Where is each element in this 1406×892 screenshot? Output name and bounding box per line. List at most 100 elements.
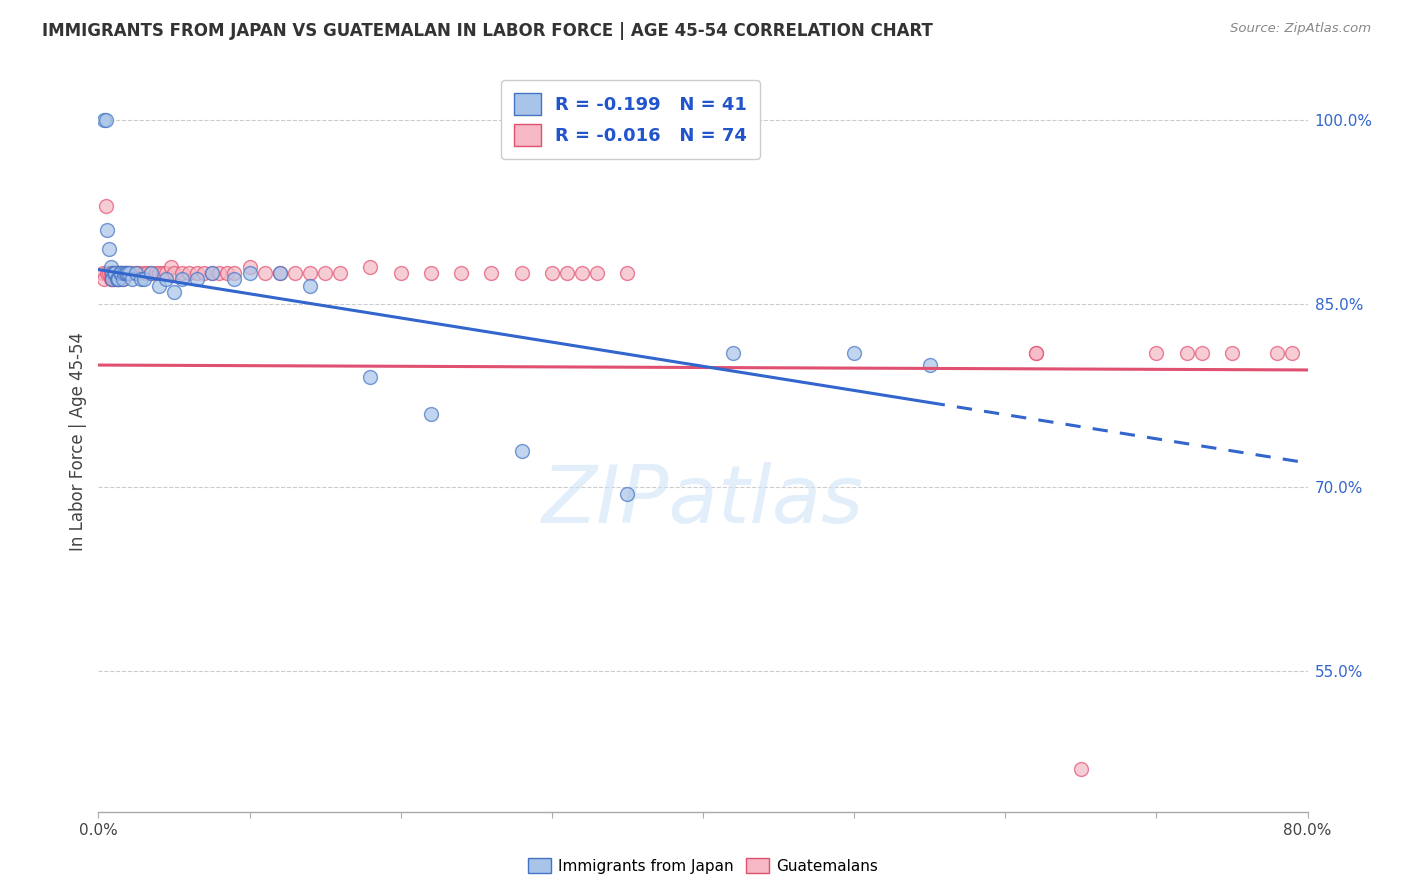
Point xyxy=(481,266,503,280)
Point xyxy=(98,242,121,256)
Point xyxy=(121,272,143,286)
Point xyxy=(103,266,125,280)
Point xyxy=(112,266,135,280)
Point xyxy=(100,260,122,275)
Point xyxy=(132,272,155,286)
Y-axis label: In Labor Force | Age 45-54: In Labor Force | Age 45-54 xyxy=(69,332,87,551)
Point xyxy=(239,266,262,280)
Point xyxy=(360,370,382,384)
Point xyxy=(112,266,135,280)
Point xyxy=(93,113,115,128)
Point xyxy=(329,266,352,280)
Point xyxy=(94,113,117,128)
Point xyxy=(155,266,177,280)
Point xyxy=(132,266,155,280)
Point xyxy=(110,266,132,280)
Point xyxy=(284,266,307,280)
Point xyxy=(107,272,129,286)
Point xyxy=(586,266,609,280)
Point xyxy=(125,266,148,280)
Point xyxy=(121,266,143,280)
Point xyxy=(299,266,322,280)
Point xyxy=(420,407,443,421)
Point xyxy=(101,266,124,280)
Point xyxy=(91,266,114,280)
Point xyxy=(98,266,121,280)
Point xyxy=(118,266,141,280)
Point xyxy=(314,266,336,280)
Point xyxy=(104,266,127,280)
Point xyxy=(148,278,170,293)
Point xyxy=(170,266,193,280)
Point xyxy=(96,266,118,280)
Point xyxy=(155,272,177,286)
Point xyxy=(193,266,215,280)
Point xyxy=(1281,346,1303,360)
Point xyxy=(111,272,134,286)
Point xyxy=(170,272,193,286)
Point xyxy=(201,266,224,280)
Point xyxy=(224,266,246,280)
Point xyxy=(215,266,238,280)
Point xyxy=(118,266,141,280)
Point xyxy=(163,285,186,299)
Point xyxy=(208,266,231,280)
Point xyxy=(510,266,533,280)
Point xyxy=(100,266,122,280)
Point xyxy=(135,266,157,280)
Point xyxy=(101,272,124,286)
Point xyxy=(571,266,593,280)
Point xyxy=(145,266,167,280)
Point xyxy=(129,272,152,286)
Point xyxy=(1024,346,1046,360)
Point xyxy=(103,266,125,280)
Point xyxy=(108,272,131,286)
Point xyxy=(723,346,745,360)
Point xyxy=(110,266,132,280)
Point xyxy=(104,266,127,280)
Point xyxy=(389,266,412,280)
Point xyxy=(101,266,124,280)
Point xyxy=(1191,346,1213,360)
Point xyxy=(420,266,443,280)
Point xyxy=(186,266,208,280)
Point xyxy=(1144,346,1167,360)
Point xyxy=(100,272,122,286)
Text: IMMIGRANTS FROM JAPAN VS GUATEMALAN IN LABOR FORCE | AGE 45-54 CORRELATION CHART: IMMIGRANTS FROM JAPAN VS GUATEMALAN IN L… xyxy=(42,22,934,40)
Point xyxy=(1220,346,1243,360)
Point xyxy=(160,260,183,275)
Point xyxy=(108,266,131,280)
Point xyxy=(360,260,382,275)
Point xyxy=(105,266,128,280)
Point xyxy=(1267,346,1289,360)
Point xyxy=(107,272,129,286)
Point xyxy=(179,266,201,280)
Point xyxy=(105,272,128,286)
Point xyxy=(844,346,866,360)
Point xyxy=(163,266,186,280)
Point xyxy=(224,272,246,286)
Point xyxy=(141,266,163,280)
Point xyxy=(111,266,134,280)
Point xyxy=(152,266,174,280)
Point xyxy=(616,486,638,500)
Point xyxy=(201,266,224,280)
Point xyxy=(107,266,129,280)
Point xyxy=(269,266,291,280)
Point xyxy=(253,266,276,280)
Point xyxy=(107,272,129,286)
Point xyxy=(115,266,138,280)
Point xyxy=(918,358,941,372)
Point xyxy=(128,266,150,280)
Point xyxy=(105,266,128,280)
Point xyxy=(111,272,134,286)
Point xyxy=(101,272,124,286)
Point xyxy=(1070,762,1092,776)
Point xyxy=(555,266,578,280)
Point xyxy=(104,272,127,286)
Point xyxy=(110,266,132,280)
Point xyxy=(616,266,638,280)
Point xyxy=(1175,346,1198,360)
Point xyxy=(450,266,472,280)
Point xyxy=(96,223,118,237)
